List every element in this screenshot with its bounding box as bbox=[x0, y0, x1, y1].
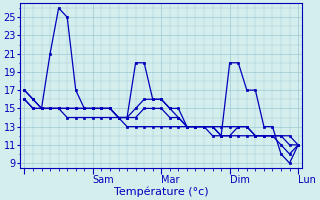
X-axis label: Température (°c): Température (°c) bbox=[114, 186, 209, 197]
